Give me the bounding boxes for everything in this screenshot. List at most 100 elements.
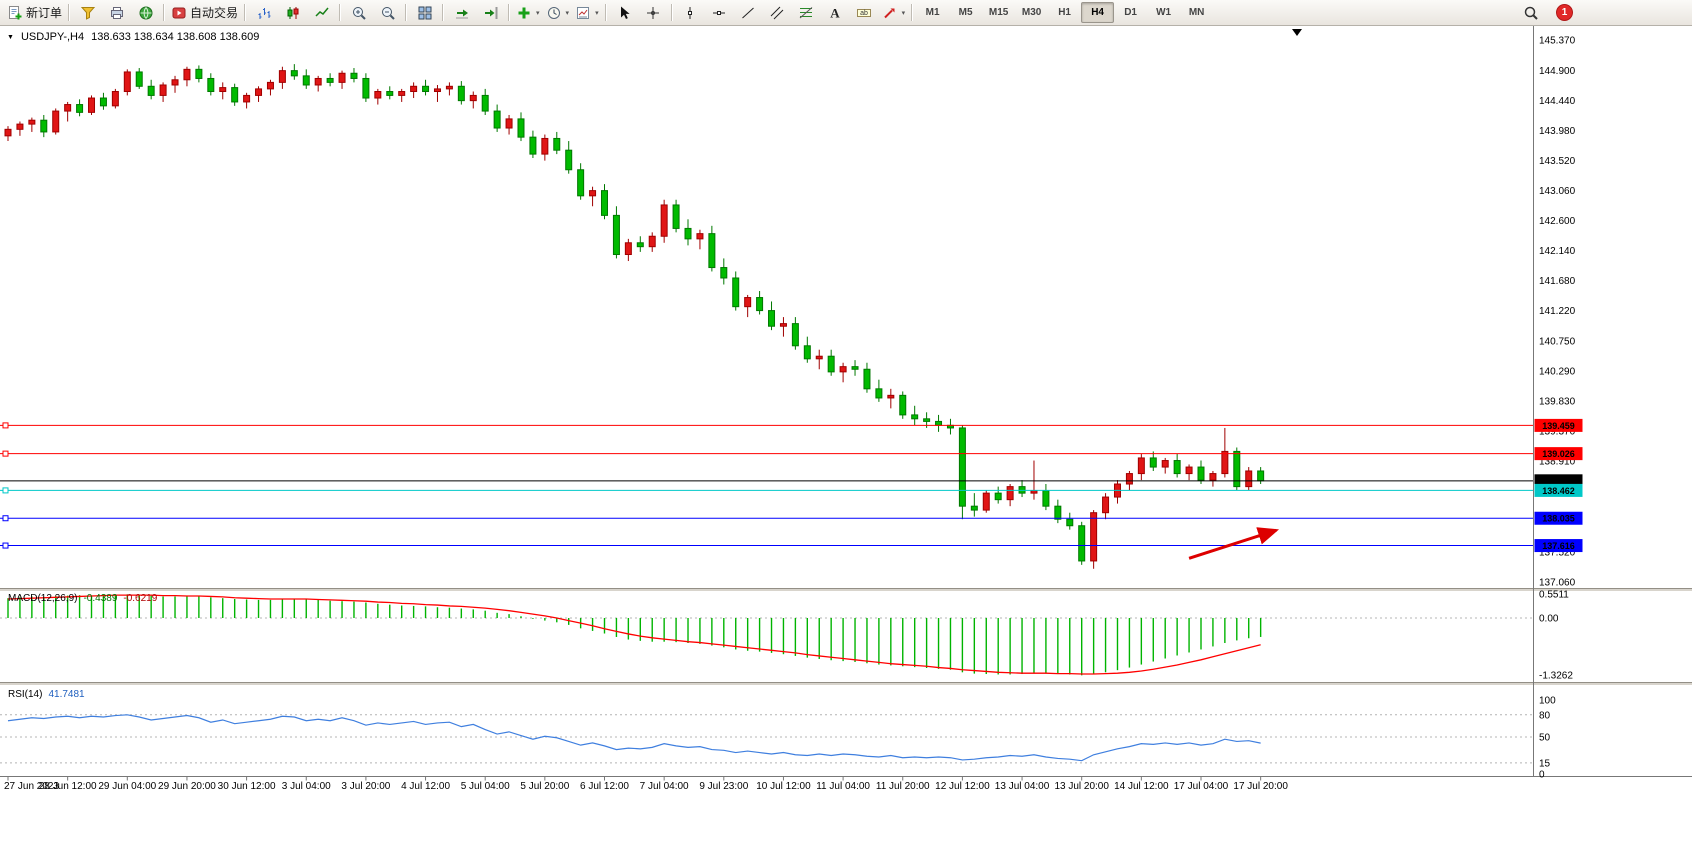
svg-text:29 Jun 20:00: 29 Jun 20:00 — [158, 781, 216, 792]
fibonacci-button[interactable] — [792, 1, 821, 24]
chevron-down-icon: ▾ — [536, 9, 540, 17]
zoom-out-icon — [381, 6, 395, 20]
timeframe-h4-button[interactable]: H4 — [1081, 2, 1115, 23]
text-button[interactable]: A — [821, 1, 850, 24]
svg-text:A: A — [830, 5, 840, 20]
chart-shift-marker[interactable] — [1292, 29, 1302, 36]
svg-text:11 Jul 04:00: 11 Jul 04:00 — [816, 781, 870, 792]
price-badge — [1534, 511, 1583, 525]
svg-text:0.00: 0.00 — [1539, 614, 1559, 625]
svg-text:100: 100 — [1539, 696, 1556, 707]
price-line-139.026[interactable]: 139.026 — [0, 447, 1583, 461]
price-line-138.462[interactable]: 138.462 — [0, 483, 1583, 497]
toolbar-separator — [508, 4, 511, 21]
svg-text:50: 50 — [1539, 733, 1551, 744]
svg-text:7 Jul 04:00: 7 Jul 04:00 — [640, 781, 689, 792]
bar-chart-icon — [258, 7, 271, 19]
macd-name: MACD(12,26,9) — [8, 593, 78, 604]
indicators-icon — [518, 7, 530, 18]
rsi-label: RSI(14) 41.7481 — [8, 689, 85, 700]
timeframe-w1-button[interactable]: W1 — [1156, 7, 1172, 18]
svg-text:3 Jul 20:00: 3 Jul 20:00 — [341, 781, 390, 792]
timeframe-m1-button[interactable]: M1 — [925, 7, 940, 18]
svg-text:138.910: 138.910 — [1539, 457, 1576, 468]
price-line-139.459[interactable]: 139.459 — [0, 418, 1583, 432]
fibonacci-icon — [799, 6, 813, 18]
timeframe-mn-button[interactable]: MN — [1188, 7, 1205, 18]
svg-text:138.609: 138.609 — [1542, 476, 1575, 486]
symbol-dropdown-icon[interactable]: ▼ — [7, 33, 14, 41]
svg-text:5 Jul 04:00: 5 Jul 04:00 — [461, 781, 510, 792]
svg-text:139.026: 139.026 — [1542, 449, 1575, 459]
new-order-button[interactable]: 新订单 — [4, 1, 65, 24]
svg-text:141.680: 141.680 — [1539, 276, 1576, 287]
trend-arrow-annotation[interactable] — [1188, 527, 1280, 560]
zoom-in-button[interactable] — [344, 1, 373, 24]
channel-icon — [770, 6, 784, 19]
timeframe-m30-button[interactable]: M30 — [1021, 7, 1042, 18]
trendline-button[interactable] — [734, 1, 763, 24]
tile-windows-icon — [418, 6, 432, 19]
macd-histogram — [7, 594, 1262, 676]
price-line-137.616[interactable]: 137.616 — [0, 539, 1583, 553]
svg-text:3 Jul 04:00: 3 Jul 04:00 — [282, 781, 331, 792]
search-button[interactable] — [1516, 1, 1545, 24]
bar-chart-button[interactable] — [249, 1, 278, 24]
crosshair-button[interactable] — [639, 1, 668, 24]
candlestick-button[interactable] — [278, 1, 307, 24]
macd-signal-value: -0.6219 — [123, 593, 158, 604]
market-watch-button[interactable] — [73, 1, 102, 24]
macd-axis: 0.5511 0.00 -1.3262 — [1539, 590, 1573, 682]
timeframe-m15-button[interactable]: M15 — [988, 7, 1009, 18]
line-chart-button[interactable] — [307, 1, 336, 24]
svg-text:137.520: 137.520 — [1539, 547, 1576, 558]
autotrading-button[interactable]: 自动交易 — [168, 1, 241, 24]
navigator-button[interactable] — [131, 1, 160, 24]
svg-text:4 Jul 12:00: 4 Jul 12:00 — [401, 781, 450, 792]
shapes-button[interactable]: ▾ — [879, 1, 909, 24]
chevron-down-icon: ▾ — [595, 9, 599, 17]
autotrading-icon — [172, 7, 186, 18]
search-icon — [1524, 6, 1538, 20]
horizontal-line-button[interactable] — [705, 1, 734, 24]
tile-windows-button[interactable] — [410, 1, 439, 24]
svg-text:143.520: 143.520 — [1539, 156, 1576, 167]
timeframe-m5-button[interactable]: M5 — [958, 7, 973, 18]
svg-text:ab: ab — [860, 10, 868, 17]
templates-button[interactable]: ▾ — [572, 1, 602, 24]
svg-text:137.060: 137.060 — [1539, 577, 1576, 588]
price-line-138.035[interactable]: 138.035 — [0, 511, 1583, 525]
macd-main-value: -0.4389 — [83, 593, 118, 604]
text-label-button[interactable]: ab — [850, 1, 879, 24]
timeframe-d1-button[interactable]: D1 — [1124, 7, 1137, 18]
svg-text:80: 80 — [1539, 710, 1551, 721]
macd-signal-line — [7, 594, 1261, 675]
svg-text:144.900: 144.900 — [1539, 66, 1576, 77]
chart-plot[interactable]: 145.370 144.900 144.440 143.980 143.520 143.0… — [0, 26, 1692, 852]
svg-text:12 Jul 12:00: 12 Jul 12:00 — [935, 781, 990, 792]
cursor-button[interactable] — [610, 1, 639, 24]
svg-text:17 Jul 04:00: 17 Jul 04:00 — [1174, 781, 1229, 792]
auto-scroll-button[interactable] — [447, 1, 476, 24]
chart-shift-button[interactable] — [476, 1, 505, 24]
data-window-icon — [110, 6, 123, 19]
vertical-line-button[interactable] — [676, 1, 705, 24]
notification-badge[interactable]: 1 — [1557, 5, 1572, 20]
channel-button[interactable] — [763, 1, 792, 24]
svg-text:144.440: 144.440 — [1539, 96, 1576, 107]
price-line-138.609[interactable]: 138.609 — [0, 474, 1583, 488]
candlesticks[interactable] — [4, 64, 1265, 569]
svg-text:138.462: 138.462 — [1542, 486, 1575, 496]
data-window-button[interactable] — [102, 1, 131, 24]
new-order-icon — [9, 5, 22, 19]
periods-button[interactable]: ▾ — [543, 1, 573, 24]
svg-text:5 Jul 20:00: 5 Jul 20:00 — [520, 781, 569, 792]
svg-text:14 Jul 12:00: 14 Jul 12:00 — [1114, 781, 1169, 792]
indicators-button[interactable]: ▾ — [513, 1, 543, 24]
timeframe-h1-button[interactable]: H1 — [1058, 7, 1071, 18]
zoom-out-button[interactable] — [373, 1, 402, 24]
shapes-icon — [883, 8, 895, 18]
toolbar-separator — [911, 4, 914, 21]
svg-text:30 Jun 12:00: 30 Jun 12:00 — [218, 781, 276, 792]
